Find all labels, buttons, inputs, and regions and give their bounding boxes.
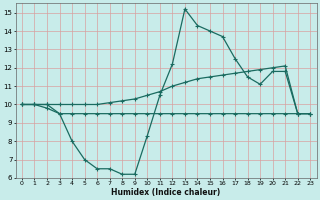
X-axis label: Humidex (Indice chaleur): Humidex (Indice chaleur)	[111, 188, 221, 197]
